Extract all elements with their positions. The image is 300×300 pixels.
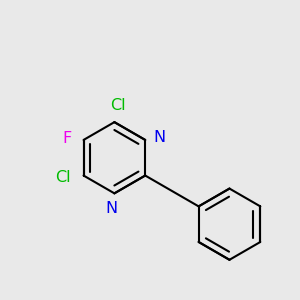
Text: N: N	[153, 130, 165, 145]
Text: Cl: Cl	[56, 169, 71, 184]
Text: N: N	[105, 201, 117, 216]
Text: Cl: Cl	[110, 98, 125, 112]
Text: F: F	[62, 131, 71, 146]
